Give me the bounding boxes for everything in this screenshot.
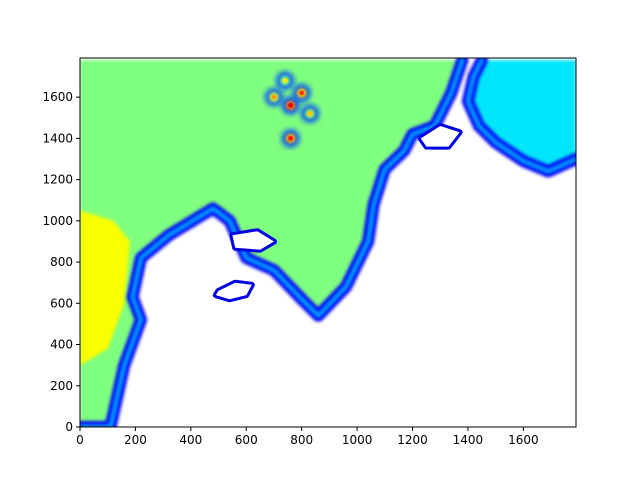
x-tick-label: 1400 bbox=[453, 433, 484, 447]
x-tick-label: 600 bbox=[235, 433, 258, 447]
hotspot-core-5 bbox=[282, 78, 288, 84]
hotspot-core-3 bbox=[288, 135, 294, 141]
plot-frame bbox=[79, 57, 577, 428]
y-axis: 0 200 400 600 800 1000 1200 1400 1600 bbox=[42, 90, 80, 434]
hotspot-core-2 bbox=[271, 94, 277, 100]
y-tick-label: 200 bbox=[50, 379, 73, 393]
x-axis: 0 200 400 600 800 1000 1200 1400 1600 bbox=[76, 427, 539, 447]
x-tick-label: 800 bbox=[290, 433, 313, 447]
y-tick-label: 800 bbox=[50, 255, 73, 269]
coast-band-inner-1 bbox=[465, 58, 576, 174]
x-tick-label: 200 bbox=[124, 433, 147, 447]
x-tick-label: 0 bbox=[76, 433, 84, 447]
y-tick-label: 1000 bbox=[42, 214, 73, 228]
y-tick-label: 400 bbox=[50, 338, 73, 352]
island-west bbox=[215, 282, 252, 300]
y-tick-label: 1200 bbox=[42, 173, 73, 187]
coast-band-inner-0 bbox=[80, 58, 465, 427]
hotspot-core-1 bbox=[299, 90, 305, 96]
region-east-water-body bbox=[467, 60, 576, 172]
region-southwest-warm-zone bbox=[80, 210, 130, 366]
island-north bbox=[420, 126, 460, 147]
y-tick-label: 0 bbox=[65, 420, 73, 434]
y-tick-label: 1600 bbox=[42, 90, 73, 104]
y-tick-label: 1400 bbox=[42, 131, 73, 145]
x-tick-label: 1200 bbox=[397, 433, 428, 447]
x-tick-label: 1600 bbox=[508, 433, 539, 447]
coast-bands-layer bbox=[80, 58, 576, 427]
hotspot-core-0 bbox=[288, 102, 294, 108]
island-middle bbox=[232, 231, 274, 250]
y-tick-label: 600 bbox=[50, 296, 73, 310]
x-tick-label: 400 bbox=[179, 433, 202, 447]
plot-area bbox=[80, 58, 576, 427]
x-tick-label: 1000 bbox=[342, 433, 373, 447]
hotspot-core-4 bbox=[307, 111, 313, 117]
hotspots-layer bbox=[264, 71, 319, 148]
islands-layer bbox=[212, 123, 463, 303]
